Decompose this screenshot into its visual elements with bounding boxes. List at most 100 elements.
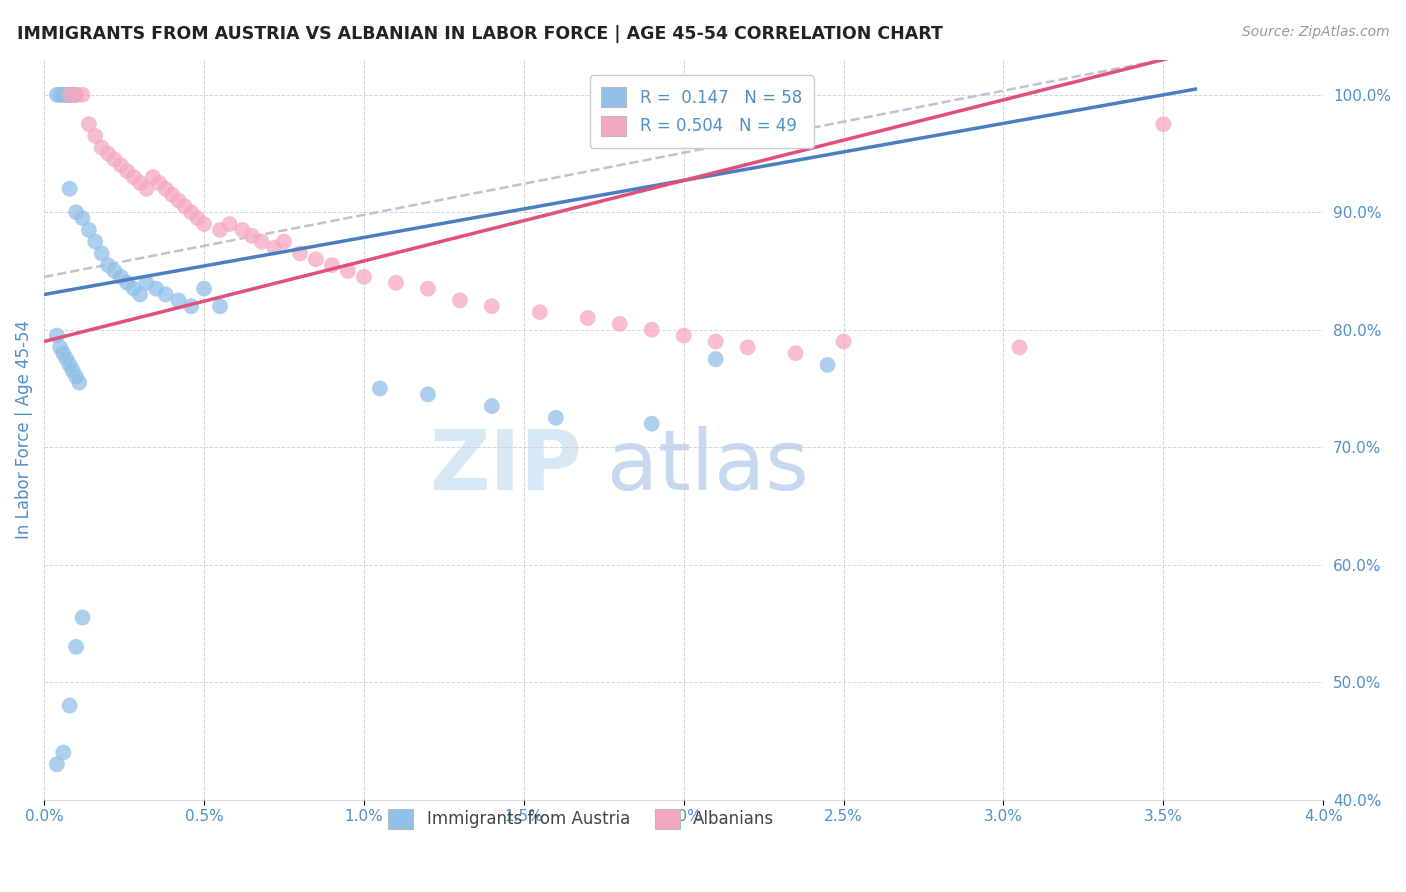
Point	[641, 417, 664, 431]
Point	[193, 217, 215, 231]
Point	[65, 87, 87, 102]
Point	[385, 276, 408, 290]
Point	[305, 252, 328, 267]
Point	[481, 299, 503, 313]
Point	[103, 153, 125, 167]
Point	[135, 276, 157, 290]
Point	[52, 87, 75, 102]
Point	[90, 246, 112, 260]
Point	[173, 199, 195, 213]
Point	[148, 176, 170, 190]
Point	[1008, 340, 1031, 354]
Point	[65, 640, 87, 654]
Point	[193, 282, 215, 296]
Point	[65, 369, 87, 384]
Point	[167, 194, 190, 208]
Point	[704, 334, 727, 349]
Point	[142, 169, 165, 184]
Point	[122, 282, 145, 296]
Point	[77, 117, 100, 131]
Point	[368, 381, 391, 395]
Point	[231, 223, 253, 237]
Point	[704, 352, 727, 367]
Point	[55, 352, 77, 367]
Point	[52, 87, 75, 102]
Point	[529, 305, 551, 319]
Point	[110, 158, 132, 172]
Point	[180, 299, 202, 313]
Point	[155, 287, 177, 301]
Point	[1152, 117, 1174, 131]
Point	[77, 223, 100, 237]
Point	[72, 87, 94, 102]
Point	[353, 269, 375, 284]
Point	[62, 87, 84, 102]
Point	[49, 87, 72, 102]
Point	[187, 211, 209, 226]
Point	[218, 217, 240, 231]
Point	[321, 258, 343, 272]
Point	[449, 293, 471, 308]
Point	[84, 235, 107, 249]
Point	[129, 176, 152, 190]
Point	[103, 264, 125, 278]
Point	[59, 182, 82, 196]
Point	[52, 746, 75, 760]
Point	[672, 328, 695, 343]
Point	[576, 310, 599, 325]
Point	[416, 387, 439, 401]
Point	[544, 410, 567, 425]
Point	[129, 287, 152, 301]
Point	[65, 87, 87, 102]
Point	[145, 282, 167, 296]
Legend: Immigrants from Austria, Albanians: Immigrants from Austria, Albanians	[381, 802, 782, 836]
Point	[240, 228, 263, 243]
Point	[49, 340, 72, 354]
Text: ZIP: ZIP	[429, 426, 581, 507]
Point	[817, 358, 839, 372]
Point	[65, 87, 87, 102]
Point	[155, 182, 177, 196]
Point	[45, 757, 67, 772]
Point	[336, 264, 359, 278]
Point	[55, 87, 77, 102]
Point	[117, 276, 139, 290]
Y-axis label: In Labor Force | Age 45-54: In Labor Force | Age 45-54	[15, 320, 32, 539]
Point	[55, 87, 77, 102]
Point	[62, 87, 84, 102]
Point	[59, 87, 82, 102]
Point	[481, 399, 503, 413]
Point	[135, 182, 157, 196]
Point	[263, 240, 285, 254]
Point	[84, 128, 107, 143]
Text: Source: ZipAtlas.com: Source: ZipAtlas.com	[1241, 25, 1389, 39]
Point	[72, 610, 94, 624]
Point	[65, 205, 87, 219]
Point	[110, 269, 132, 284]
Point	[72, 211, 94, 226]
Point	[273, 235, 295, 249]
Point	[90, 141, 112, 155]
Text: atlas: atlas	[607, 426, 808, 507]
Point	[122, 169, 145, 184]
Point	[416, 282, 439, 296]
Point	[97, 146, 120, 161]
Point	[167, 293, 190, 308]
Point	[59, 87, 82, 102]
Point	[288, 246, 311, 260]
Point	[208, 299, 231, 313]
Point	[180, 205, 202, 219]
Point	[641, 323, 664, 337]
Point	[59, 698, 82, 713]
Point	[59, 87, 82, 102]
Point	[59, 358, 82, 372]
Point	[97, 258, 120, 272]
Point	[117, 164, 139, 178]
Point	[609, 317, 631, 331]
Point	[45, 328, 67, 343]
Point	[208, 223, 231, 237]
Point	[160, 187, 183, 202]
Point	[737, 340, 759, 354]
Point	[832, 334, 855, 349]
Point	[52, 346, 75, 360]
